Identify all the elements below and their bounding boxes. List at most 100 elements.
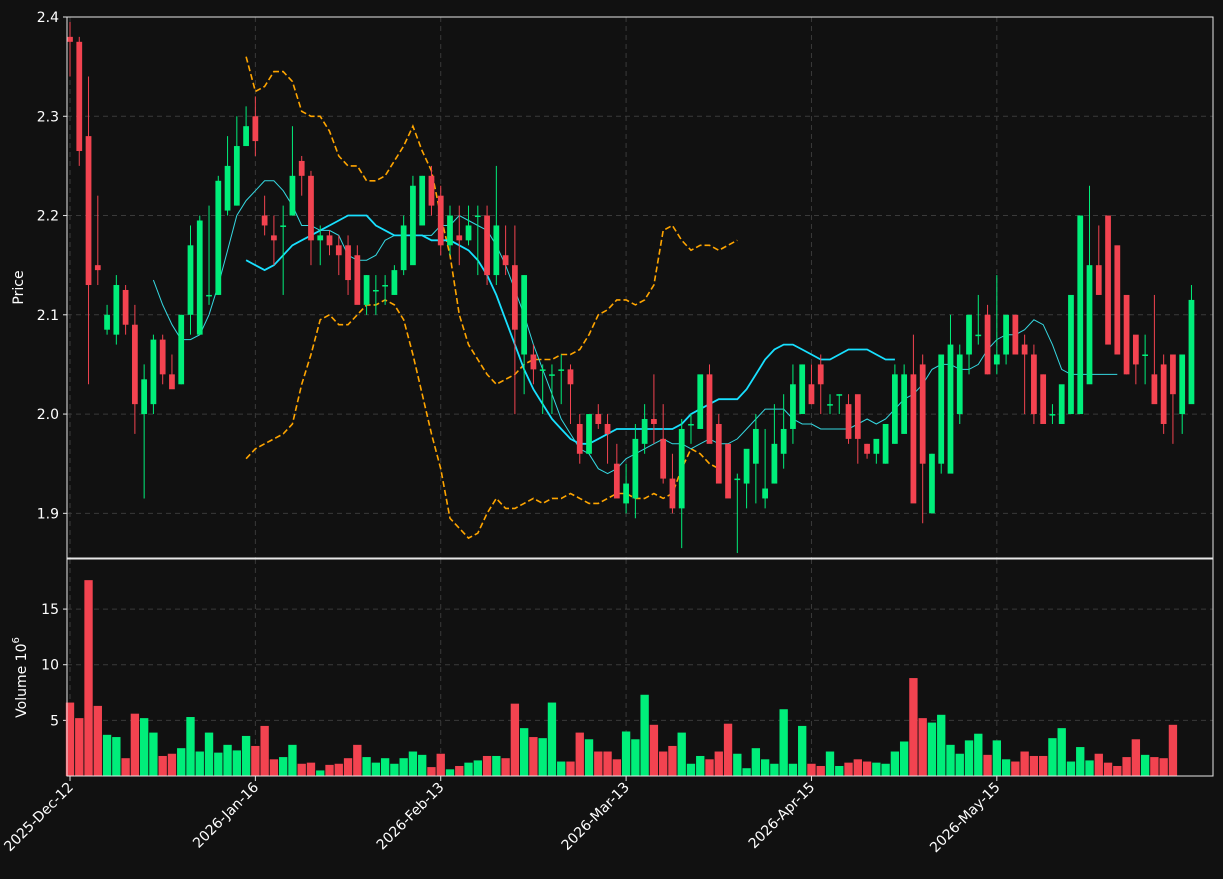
volume-y-tick-label: 10 [41,658,59,674]
volume-bar [798,725,807,776]
candle-body [1160,364,1167,424]
volume-bar [353,744,362,776]
volume-bar [742,768,751,776]
volume-bar [214,752,223,776]
candle-body [289,175,296,216]
candle-body [178,314,185,385]
volume-bar [696,755,705,776]
volume-bar [881,763,890,776]
volume-bar [918,718,927,776]
volume-bar [899,741,909,776]
volume-bar [510,703,520,776]
candle-body [298,160,305,176]
candle-body [326,235,333,246]
candle-body [539,369,546,371]
candle-body [1003,314,1009,355]
candle-body [502,255,509,266]
candle-body [1086,265,1093,385]
candle-body [901,374,908,434]
candle-body [530,354,537,370]
volume-bar [362,757,371,776]
volume-bar [788,763,798,776]
volume-bar [1057,728,1066,776]
volume-bar [760,759,770,776]
volume-bar [927,722,937,776]
volume-bar [890,751,900,776]
volume-bar [844,762,853,776]
volume-bar [427,767,436,776]
volume-bar [1150,757,1159,776]
volume-bar [853,759,862,776]
candle-body [512,265,518,330]
candle-body [1068,294,1074,415]
candle-body [1095,265,1102,295]
candle-body [808,384,815,405]
volume-bar [825,751,835,776]
volume-bar [946,744,955,776]
volume-bar [1094,753,1103,776]
candle-body [67,36,73,42]
volume-bar [631,739,640,776]
candle-body [762,488,768,499]
volume-bar [418,754,427,776]
price-y-tick-label: 1.9 [37,506,59,522]
volume-bar [659,751,668,776]
candle-body [836,394,843,396]
candle-body [252,116,259,142]
candle-body [586,414,592,454]
volume-bar [1020,751,1029,776]
volume-bar [167,753,177,776]
volume-bar [594,751,603,776]
candle-body [697,374,704,429]
candle-body [734,478,741,481]
volume-bar [260,725,269,776]
candle-body [335,245,342,256]
volume-bar [677,732,686,776]
volume-bar [232,750,241,776]
volume-axis-label-text: Volume 10 [14,644,30,718]
volume-bar [937,714,946,776]
volume-bar [584,739,594,776]
bollinger-upper-line [245,56,738,386]
candle-body [604,423,611,434]
volume-bar [575,732,584,776]
volume-bar [121,758,130,776]
candle-body [651,419,657,424]
volume-bar [306,762,316,776]
candle-body [1012,314,1019,355]
candle-body [975,334,982,337]
volume-bar [223,744,232,776]
volume-bar [1048,738,1057,776]
volume-bar [445,769,455,776]
volume-bar [705,759,714,776]
volume-bar [557,761,566,776]
volume-bar [204,732,214,776]
candle-body [576,423,583,454]
volume-bar [1113,765,1122,776]
candle-body [132,324,138,405]
candle-body [1179,354,1186,415]
candle-body [873,438,880,454]
candle-body [484,215,490,276]
volume-bar [1029,755,1039,776]
volume-bar [195,751,204,776]
volume-bar [686,763,696,776]
volume-bar [621,731,631,776]
volume-bar [1140,754,1150,776]
volume-bar [1011,761,1020,776]
candle-body [493,225,500,276]
volume-bar [279,757,288,776]
volume-y-tick-label: 15 [41,602,59,618]
volume-bar [640,694,649,776]
candle-body [910,374,917,504]
volume-bar [538,738,547,776]
volume-bar [751,748,761,776]
volume-bar [177,748,186,776]
candle-body [271,235,277,241]
candle-body [363,275,370,305]
volume-bar [835,765,844,776]
volume-bar [1168,724,1178,776]
price-y-tick-label: 2.4 [37,10,59,26]
candle-body [391,270,398,295]
